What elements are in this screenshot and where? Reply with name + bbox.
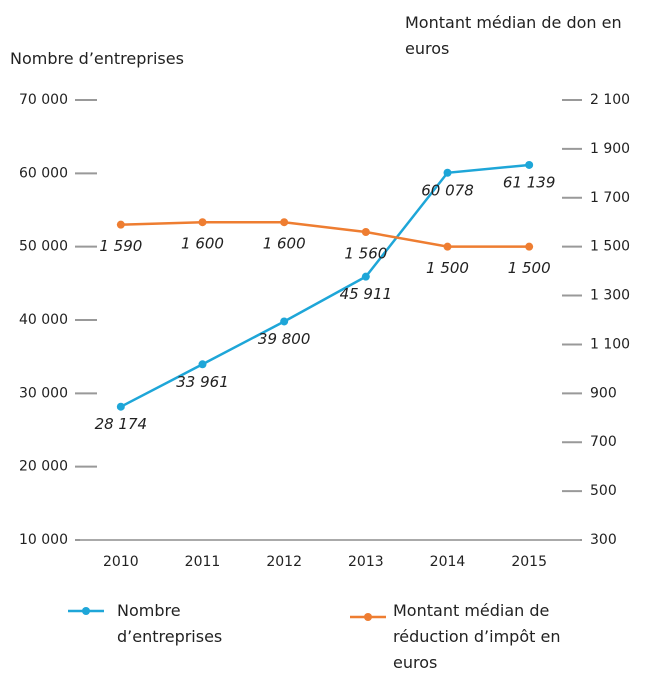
y2-tick-label: 2 100 bbox=[590, 92, 630, 108]
y-tick-label: 10 000 bbox=[19, 532, 68, 548]
legend-label: Montant médian de réduction d’impôt en e… bbox=[393, 601, 561, 672]
y-tick-label: 50 000 bbox=[19, 239, 68, 255]
line bbox=[120, 220, 530, 248]
y2-tick-label: 1 300 bbox=[590, 288, 630, 304]
point bbox=[361, 272, 370, 281]
legend-label: Nombre d’entreprises bbox=[117, 601, 223, 646]
point bbox=[361, 228, 370, 236]
x-tick-label: 2013 bbox=[348, 554, 384, 570]
x-tick-label: 2012 bbox=[266, 554, 302, 570]
legend-swatch bbox=[82, 607, 90, 615]
x-tick-label: 2015 bbox=[511, 554, 547, 570]
x-tick-label: 2014 bbox=[430, 554, 466, 570]
data-label: 1 590 bbox=[99, 237, 142, 255]
point bbox=[525, 242, 534, 251]
y2-tick-label: 700 bbox=[590, 434, 617, 450]
data-label: 1 560 bbox=[344, 245, 387, 263]
data-label: 1 600 bbox=[181, 235, 224, 253]
point bbox=[198, 360, 207, 369]
y-tick-label: 40 000 bbox=[19, 312, 68, 328]
data-label: 1 500 bbox=[426, 259, 469, 277]
point bbox=[443, 168, 452, 177]
point bbox=[525, 160, 534, 169]
point bbox=[116, 402, 125, 411]
point bbox=[280, 317, 289, 326]
data-label: 1 500 bbox=[508, 259, 551, 277]
data-label: 61 139 bbox=[503, 173, 556, 191]
y2-tick-label: 500 bbox=[590, 483, 617, 499]
y2-tick-label: 1 900 bbox=[590, 141, 630, 157]
x-tick-label: 2011 bbox=[185, 554, 221, 570]
y-tick-label: 60 000 bbox=[19, 165, 68, 181]
y-axis-title: Nombre d’entreprises bbox=[10, 49, 184, 68]
point bbox=[198, 218, 207, 227]
point bbox=[116, 220, 125, 229]
data-label: 60 078 bbox=[421, 181, 474, 199]
y-tick-label: 30 000 bbox=[19, 385, 68, 401]
y-tick-label: 20 000 bbox=[19, 459, 68, 475]
y2-tick-label: 1 500 bbox=[590, 239, 630, 255]
data-label: 39 800 bbox=[258, 330, 311, 348]
data-label: 33 961 bbox=[176, 373, 229, 391]
data-label: 28 174 bbox=[95, 415, 148, 433]
data-label: 1 600 bbox=[263, 235, 306, 253]
x-tick-label: 2010 bbox=[103, 554, 139, 570]
y2-tick-label: 300 bbox=[590, 532, 617, 548]
point bbox=[280, 218, 289, 227]
point bbox=[443, 242, 452, 251]
y-tick-label: 70 000 bbox=[19, 92, 68, 108]
y2-tick-label: 900 bbox=[590, 385, 617, 401]
line bbox=[120, 163, 530, 408]
y2-tick-label: 1 700 bbox=[590, 190, 630, 206]
y2-tick-label: 1 100 bbox=[590, 336, 630, 352]
data-label: 45 911 bbox=[340, 285, 393, 303]
y2-axis-title: Montant médian de don en euros bbox=[405, 13, 622, 58]
legend-swatch bbox=[364, 613, 372, 621]
